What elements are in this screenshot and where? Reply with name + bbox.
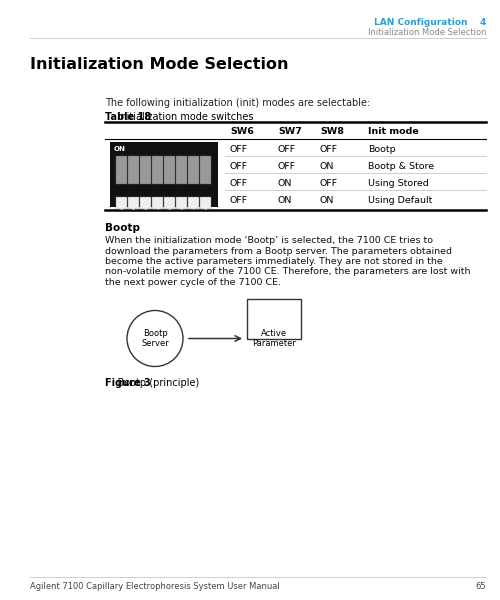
Bar [116, 156, 126, 184]
Text: SW6: SW6 [230, 127, 254, 136]
Text: download the parameters from a Bootp server. The parameters obtained: download the parameters from a Bootp ser… [105, 247, 452, 256]
Text: Initialization Mode Selection: Initialization Mode Selection [30, 57, 288, 72]
Text: 7: 7 [192, 206, 195, 211]
Text: 2: 2 [132, 206, 135, 211]
Text: Initialization Mode Selection: Initialization Mode Selection [368, 28, 486, 37]
Text: Bootp: Bootp [368, 145, 396, 154]
Text: ON: ON [320, 162, 334, 171]
Bar [164, 156, 174, 184]
Bar [140, 156, 150, 184]
Text: Active
Parameter: Active Parameter [252, 329, 296, 348]
Text: ON: ON [278, 196, 292, 205]
Text: 6: 6 [180, 206, 183, 211]
Bar [176, 156, 186, 184]
Text: LAN Configuration    4: LAN Configuration 4 [374, 18, 486, 27]
Text: ON: ON [114, 146, 126, 152]
Text: ON: ON [320, 196, 334, 205]
Text: Using Stored: Using Stored [368, 179, 429, 188]
Bar [152, 197, 162, 209]
Bar [110, 142, 218, 207]
Bar [188, 197, 198, 209]
Text: Bootp: Bootp [105, 223, 140, 233]
Bar [116, 197, 126, 209]
Text: OFF: OFF [320, 145, 338, 154]
Text: OFF: OFF [230, 196, 248, 205]
Text: 3: 3 [144, 206, 147, 211]
Bar [200, 156, 210, 184]
Text: When the initialization mode ‘Bootp’ is selected, the 7100 CE tries to: When the initialization mode ‘Bootp’ is … [105, 236, 433, 245]
Text: Using Default: Using Default [368, 196, 432, 205]
Text: OFF: OFF [230, 145, 248, 154]
Text: Init mode: Init mode [368, 127, 419, 136]
Text: Bootp & Store: Bootp & Store [368, 162, 434, 171]
Text: Table 18: Table 18 [105, 112, 151, 122]
Text: non-volatile memory of the 7100 CE. Therefore, the parameters are lost with: non-volatile memory of the 7100 CE. Ther… [105, 268, 470, 277]
Bar [128, 156, 138, 184]
Text: 1: 1 [120, 206, 123, 211]
Text: ON: ON [278, 179, 292, 188]
Bar [200, 197, 210, 209]
Text: OFF: OFF [230, 162, 248, 171]
Bar [247, 298, 301, 338]
Text: The following initialization (init) modes are selectable:: The following initialization (init) mode… [105, 98, 370, 108]
Bar [140, 197, 150, 209]
Text: OFF: OFF [278, 162, 296, 171]
Text: OFF: OFF [278, 145, 296, 154]
Bar [164, 197, 174, 209]
Text: Bootp (principle): Bootp (principle) [105, 379, 199, 389]
Bar [176, 197, 186, 209]
Text: Initialization mode switches: Initialization mode switches [105, 112, 254, 122]
Bar [188, 156, 198, 184]
Text: Agilent 7100 Capillary Electrophoresis System User Manual: Agilent 7100 Capillary Electrophoresis S… [30, 582, 280, 591]
Text: 8: 8 [204, 206, 207, 211]
Text: Figure 3: Figure 3 [105, 379, 151, 389]
Bar [128, 197, 138, 209]
Text: SW7: SW7 [278, 127, 302, 136]
Text: 65: 65 [476, 582, 486, 591]
Text: 5: 5 [168, 206, 171, 211]
Text: Bootp
Server: Bootp Server [141, 329, 169, 348]
Text: SW8: SW8 [320, 127, 344, 136]
Text: 4: 4 [156, 206, 159, 211]
Text: OFF: OFF [230, 179, 248, 188]
Text: OFF: OFF [320, 179, 338, 188]
Text: the next power cycle of the 7100 CE.: the next power cycle of the 7100 CE. [105, 278, 281, 287]
Text: become the active parameters immediately. They are not stored in the: become the active parameters immediately… [105, 257, 443, 266]
Bar [152, 156, 162, 184]
